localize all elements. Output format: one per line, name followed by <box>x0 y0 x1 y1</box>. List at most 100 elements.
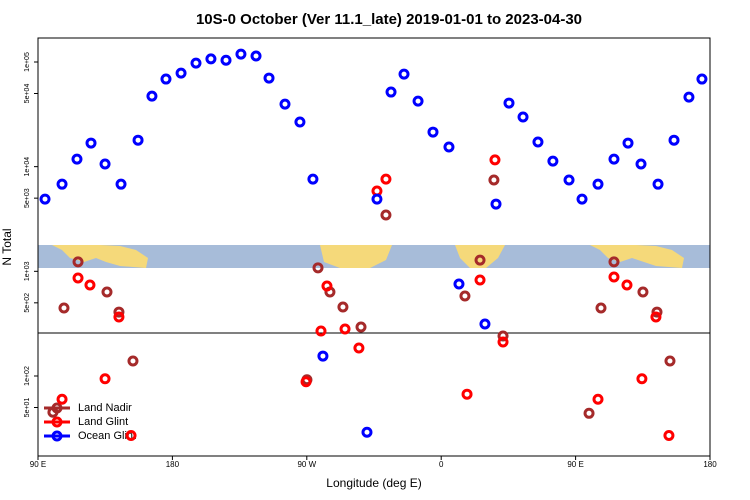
point <box>56 178 68 190</box>
point <box>279 98 291 110</box>
point <box>635 158 647 170</box>
point <box>489 154 501 166</box>
point <box>353 342 365 354</box>
point <box>453 278 465 290</box>
point <box>39 193 51 205</box>
y-tick-label: 1e+02 <box>24 366 31 386</box>
point <box>71 153 83 165</box>
x-axis-label: Longitude (deg E) <box>326 476 421 490</box>
point <box>576 193 588 205</box>
point <box>608 256 620 268</box>
point <box>443 141 455 153</box>
y-tick-label: 1e+04 <box>24 157 31 177</box>
point <box>608 153 620 165</box>
point <box>532 136 544 148</box>
x-tick-label: 90 W <box>297 460 316 469</box>
point <box>175 67 187 79</box>
point <box>650 311 662 323</box>
point <box>595 302 607 314</box>
point <box>235 48 247 60</box>
point <box>637 286 649 298</box>
chart-title: 10S-0 October (Ver 11.1_late) 2019-01-01… <box>196 11 582 28</box>
point <box>99 158 111 170</box>
point <box>497 330 509 342</box>
point <box>592 393 604 405</box>
point <box>220 54 232 66</box>
point <box>321 280 333 292</box>
point <box>125 430 137 442</box>
point <box>621 279 633 291</box>
point <box>113 311 125 323</box>
point <box>461 388 473 400</box>
point <box>488 174 500 186</box>
map-strip <box>38 245 710 268</box>
point <box>490 198 502 210</box>
point <box>503 97 515 109</box>
plot-frame <box>37 37 711 457</box>
point <box>300 376 312 388</box>
point <box>127 355 139 367</box>
point <box>663 430 675 442</box>
point <box>583 407 595 419</box>
point <box>337 301 349 313</box>
point <box>664 355 676 367</box>
point <box>72 256 84 268</box>
point <box>101 286 113 298</box>
point <box>190 57 202 69</box>
y-tick-label: 5e+04 <box>24 84 31 104</box>
point <box>132 134 144 146</box>
point <box>652 178 664 190</box>
y-tick-label: 1e+05 <box>24 52 31 72</box>
legend-label: Ocean Glint <box>78 430 136 442</box>
x-tick-label: 0 <box>439 460 444 469</box>
point <box>56 393 68 405</box>
point <box>636 373 648 385</box>
point <box>474 254 486 266</box>
legend-swatch <box>51 430 63 442</box>
point <box>58 302 70 314</box>
point <box>146 90 158 102</box>
point <box>115 178 127 190</box>
point <box>99 373 111 385</box>
point <box>563 174 575 186</box>
point <box>592 178 604 190</box>
point <box>294 116 306 128</box>
point <box>385 86 397 98</box>
legend: Land Nadir Land Glint Ocean Glint <box>44 402 136 442</box>
point <box>398 68 410 80</box>
point <box>312 262 324 274</box>
point <box>315 325 327 337</box>
point <box>608 271 620 283</box>
point <box>47 406 59 418</box>
point <box>85 137 97 149</box>
point <box>307 173 319 185</box>
y-tick-label: 5e+02 <box>24 293 31 313</box>
point <box>317 350 329 362</box>
y-axis-label: N Total <box>0 228 14 265</box>
point <box>651 306 663 318</box>
x-tick-label: 180 <box>166 460 180 469</box>
legend-swatch <box>51 416 63 428</box>
point <box>622 137 634 149</box>
point <box>113 306 125 318</box>
point <box>683 91 695 103</box>
y-tick-label: 5e+03 <box>24 188 31 208</box>
point <box>380 209 392 221</box>
x-tick-label: 180 <box>703 460 717 469</box>
legend-label: Land Nadir <box>78 402 132 414</box>
point <box>72 272 84 284</box>
point <box>250 50 262 62</box>
point <box>696 73 708 85</box>
point <box>160 73 172 85</box>
point <box>371 193 383 205</box>
point <box>380 173 392 185</box>
point <box>474 274 486 286</box>
x-tick-label: 90 E <box>567 460 583 469</box>
legend-label: Land Glint <box>78 416 128 428</box>
point <box>361 426 373 438</box>
point <box>427 126 439 138</box>
point <box>668 134 680 146</box>
point <box>479 318 491 330</box>
point <box>547 155 559 167</box>
